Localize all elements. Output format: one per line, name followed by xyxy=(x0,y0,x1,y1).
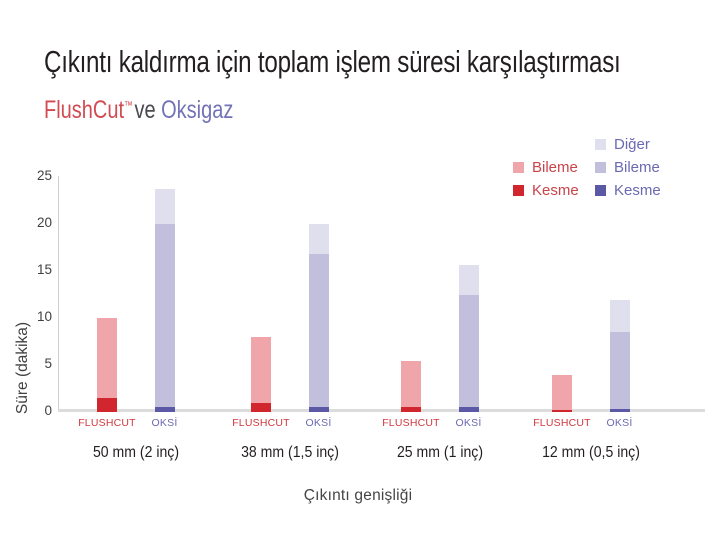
bar-oksi xyxy=(154,189,175,412)
bar-segment-flushcut-bileme xyxy=(97,318,117,398)
legend-item-flushcut-kesme: Kesme xyxy=(513,183,579,198)
bar-segment-oksigaz-diğer xyxy=(154,189,175,225)
oksi-bar-label: OKSİ xyxy=(151,417,178,429)
bar-segment-oksigaz-kesme xyxy=(609,409,630,412)
flushcut-bar-label: FLUSHCUT xyxy=(382,417,440,429)
bar-flushcut xyxy=(401,361,421,412)
y-tick-label: 15 xyxy=(36,262,52,277)
bar-segment-oksigaz-diğer xyxy=(609,300,630,333)
bar-segment-flushcut-bileme xyxy=(251,336,271,403)
bar-segment-flushcut-kesme xyxy=(97,397,117,412)
x-axis-line xyxy=(58,409,705,412)
bar-segment-flushcut-kesme xyxy=(251,402,271,412)
chart-subtitle: FlushCut™ve Oksigaz xyxy=(44,96,233,125)
category-label: 50 mm (2 inç) xyxy=(92,444,179,461)
bar-segment-oksigaz-diğer xyxy=(458,265,479,296)
bar-oksi xyxy=(308,224,329,412)
legend-label: Kesme xyxy=(532,182,579,199)
bar-flushcut xyxy=(251,336,271,412)
legend-swatch-oksi-diğer xyxy=(595,139,606,150)
bar-oksi xyxy=(609,300,630,412)
legend-swatch-flushcut-kesme xyxy=(513,185,524,196)
legend-label: Kesme xyxy=(614,182,661,199)
legend-swatch-oksi-kesme xyxy=(595,185,606,196)
bar-flushcut xyxy=(97,318,117,412)
bar-oksi xyxy=(458,265,479,412)
x-axis-title: Çıkıntı genişliği xyxy=(303,487,413,504)
y-axis-title: Süre (dakika) xyxy=(14,321,31,415)
bar-segment-oksigaz-kesme xyxy=(458,407,479,412)
bar-segment-flushcut-bileme xyxy=(401,361,421,408)
category-label: 12 mm (0,5 inç) xyxy=(541,444,640,461)
bar-segment-oksigaz-bileme xyxy=(609,332,630,410)
legend-label: Bileme xyxy=(532,159,578,176)
flushcut-bar-label: FLUSHCUT xyxy=(533,417,591,429)
flushcut-bar-label: FLUSHCUT xyxy=(232,417,290,429)
y-tick-label: 0 xyxy=(44,403,52,418)
legend-label: Diğer xyxy=(614,136,650,153)
bar-segment-flushcut-kesme xyxy=(552,409,572,412)
bar-segment-oksigaz-diğer xyxy=(308,224,329,255)
category-label: 38 mm (1,5 inç) xyxy=(240,444,339,461)
legend-item-oksi-diğer: Diğer xyxy=(595,137,650,152)
y-tick-label: 10 xyxy=(36,309,52,324)
trademark-symbol: ™ xyxy=(124,100,133,112)
bar-segment-oksigaz-kesme xyxy=(154,407,175,412)
y-tick-label: 25 xyxy=(36,168,52,183)
legend-item-oksi-kesme: Kesme xyxy=(595,183,661,198)
legend-item-oksi-bileme: Bileme xyxy=(595,160,660,175)
category-label: 25 mm (1 inç) xyxy=(396,444,483,461)
bar-segment-oksigaz-bileme xyxy=(458,295,479,408)
legend-item-flushcut-bileme: Bileme xyxy=(513,160,578,175)
legend-swatch-oksi-bileme xyxy=(595,162,606,173)
oksi-bar-label: OKSİ xyxy=(455,417,482,429)
legend-label: Bileme xyxy=(614,159,660,176)
subtitle-oksigaz: Oksigaz xyxy=(161,96,234,124)
bar-segment-oksigaz-kesme xyxy=(308,407,329,412)
y-axis-line xyxy=(58,176,59,410)
bar-segment-flushcut-kesme xyxy=(401,407,421,412)
subtitle-flushcut: FlushCut xyxy=(44,96,125,124)
subtitle-ve: ve xyxy=(134,96,156,124)
flushcut-bar-label: FLUSHCUT xyxy=(78,417,136,429)
y-tick-label: 5 xyxy=(44,356,52,371)
oksi-bar-label: OKSİ xyxy=(305,417,332,429)
bar-segment-oksigaz-bileme xyxy=(308,254,329,408)
bar-segment-flushcut-bileme xyxy=(552,375,572,410)
bar-flushcut xyxy=(552,375,572,412)
chart-title: Çıkıntı kaldırma için toplam işlem süres… xyxy=(44,44,621,79)
y-tick-label: 20 xyxy=(36,215,52,230)
oksi-bar-label: OKSİ xyxy=(606,417,633,429)
bar-segment-oksigaz-bileme xyxy=(154,224,175,408)
legend-swatch-flushcut-bileme xyxy=(513,162,524,173)
